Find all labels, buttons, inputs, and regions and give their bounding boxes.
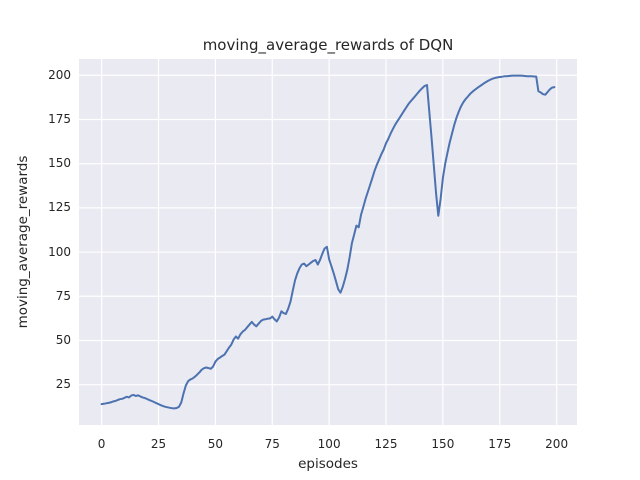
y-tick-label: 50 (55, 332, 71, 347)
x-tick-label: 0 (97, 437, 106, 451)
y-tick-label: 75 (55, 288, 71, 303)
y-tick-label: 100 (48, 244, 71, 259)
plot-area (79, 59, 577, 425)
reward-line (100, 74, 556, 410)
x-tick-label: 50 (207, 437, 224, 451)
x-tick-label: 200 (545, 437, 569, 451)
x-tick-label: 150 (431, 437, 455, 451)
y-tick-label: 150 (48, 156, 71, 171)
x-tick-label: 175 (488, 437, 512, 451)
x-tick-label: 25 (150, 437, 167, 451)
chart-canvas (79, 59, 577, 425)
y-axis-label: moving_average_rewards (15, 155, 31, 329)
y-tick-label: 175 (48, 111, 71, 126)
x-axis-label: episodes (298, 456, 358, 472)
chart-title: moving_average_rewards of DQN (202, 36, 454, 54)
y-tick-label: 200 (48, 67, 71, 82)
y-tick-label: 25 (55, 377, 71, 392)
x-tick-label: 125 (374, 437, 398, 451)
x-tick-label: 100 (317, 437, 341, 451)
y-tick-label: 125 (48, 200, 71, 215)
x-tick-label: 75 (264, 437, 280, 451)
